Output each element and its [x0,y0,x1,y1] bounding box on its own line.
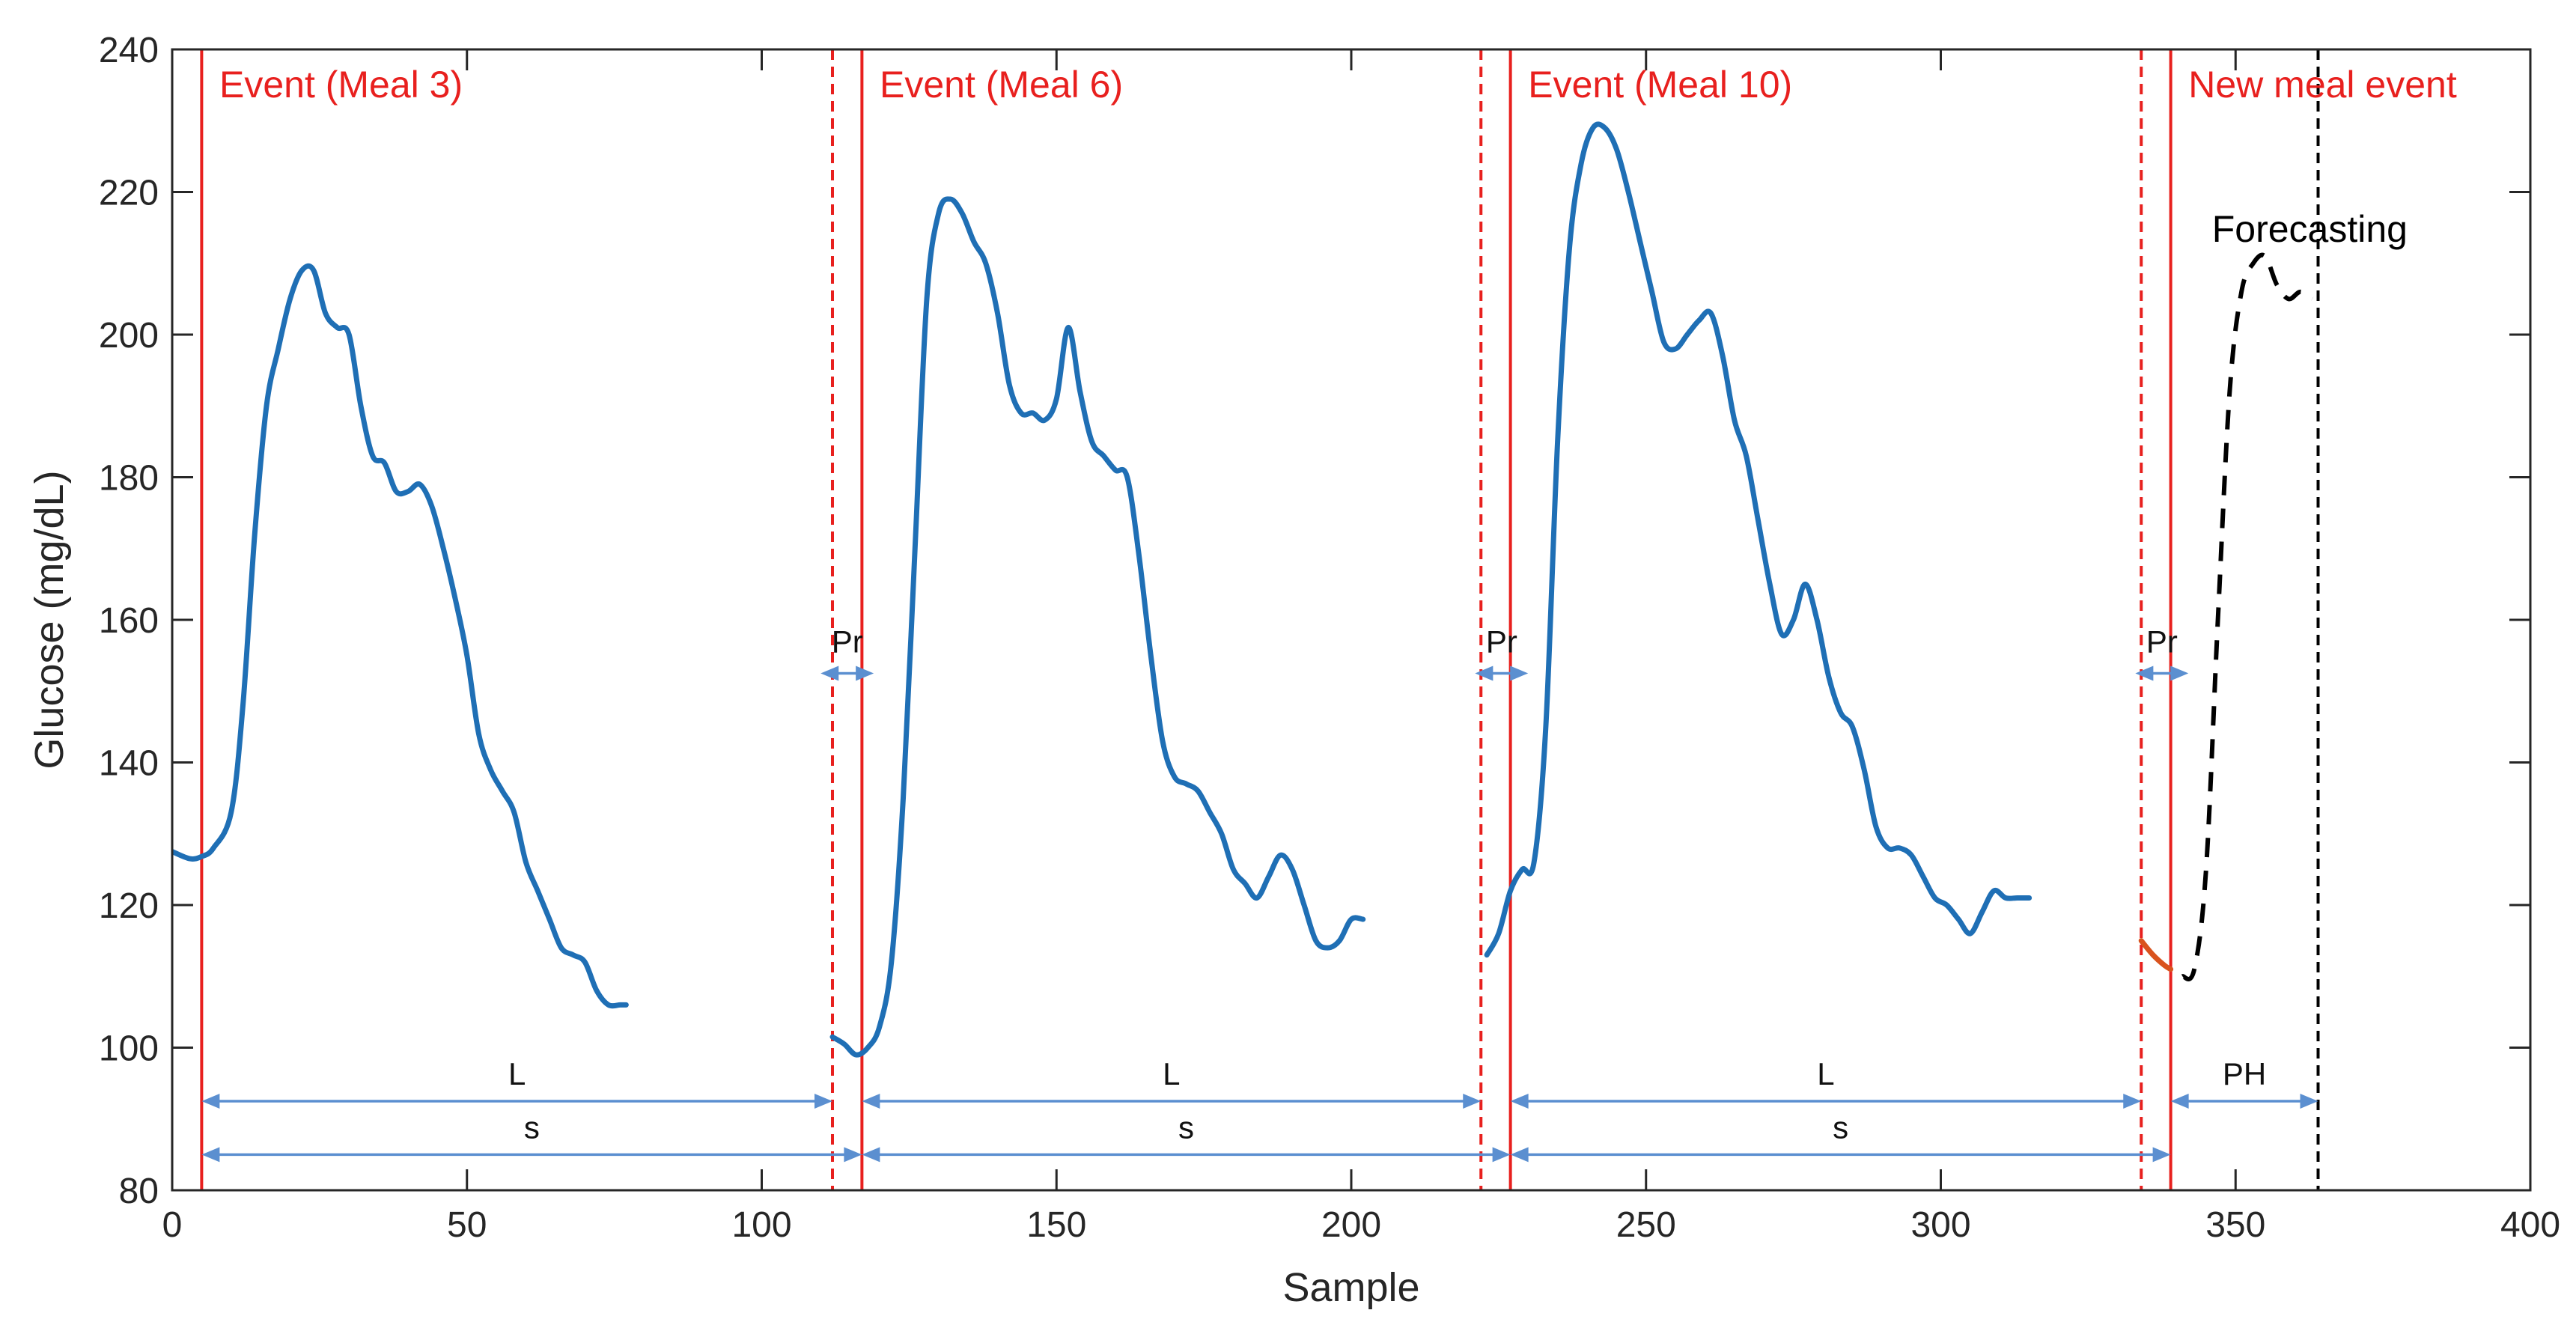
arrow-pr-label: Pr [2146,624,2178,659]
arrow-ph-head-left [2170,1093,2189,1109]
arrow-pr-head-right [856,665,874,681]
arrow-s-head-left [1510,1147,1529,1163]
x-tick-label: 100 [731,1205,791,1245]
arrow-s-label: s [1178,1109,1194,1145]
y-axis-label: Glucose (mg/dL) [27,470,72,769]
event-label: Event (Meal 6) [880,64,1123,106]
arrow-s-head-right [844,1147,862,1163]
arrow-pr-label: Pr [832,624,863,659]
arrow-l-head-right [2123,1093,2142,1109]
x-tick-label: 350 [2205,1205,2265,1245]
arrow-pr-head-left [1475,665,1493,681]
arrow-l-head-left [201,1093,220,1109]
arrow-l-head-left [862,1093,880,1109]
arrow-l-head-right [814,1093,832,1109]
forecasting-annotation: Forecasting [2212,208,2408,250]
arrow-s-label: s [524,1109,540,1145]
arrow-s-head-left [201,1147,220,1163]
y-tick-label: 160 [99,601,159,641]
arrow-ph-head-right [2300,1093,2318,1109]
arrow-s-head-left [862,1147,880,1163]
arrow-pr-label: Pr [1486,624,1517,659]
axis-ticks: 0 50 100 150 200 250 300 350 400 80 100 120 140 160 18… [99,31,2560,1245]
arrow-pr-head-left [2135,665,2154,681]
y-tick-label: 240 [99,31,159,70]
event-label: Event (Meal 3) [219,64,463,106]
x-tick-label: 0 [162,1205,183,1245]
y-tick-label: 180 [99,459,159,499]
y-tick-label: 220 [99,174,159,213]
glucose-series-meal-10 [1484,121,2033,958]
x-tick-label: 400 [2500,1205,2560,1245]
arrow-l-label: L [508,1056,526,1091]
glucose-series-meal-6 [829,196,1366,1058]
event-lines [200,49,2320,1190]
y-tick-label: 120 [99,886,159,926]
y-tick-label: 80 [119,1172,159,1211]
x-tick-label: 250 [1616,1205,1676,1245]
arrow-pr-head-right [2170,665,2189,681]
x-tick-label: 150 [1026,1205,1086,1245]
glucose-series-meal-3 [172,263,629,1009]
y-tick-label: 100 [99,1029,159,1069]
arrow-pr-head-right [1510,665,1529,681]
arrow-s-head-right [1492,1147,1511,1163]
recent-history-series [2138,938,2174,972]
data-series [172,121,2314,1058]
plot-area [172,49,2530,1190]
arrow-s-head-right [2152,1147,2171,1163]
forecast-series [2181,252,2314,981]
arrow-ph-label: PH [2223,1056,2266,1091]
y-tick-label: 200 [99,316,159,356]
arrow-l-label: L [1817,1056,1834,1091]
arrow-l-head-right [1463,1093,1482,1109]
plot-frame [171,48,2532,1192]
y-tick-label: 140 [99,744,159,784]
arrow-s-label: s [1833,1109,1848,1145]
x-axis-label: Sample [1282,1265,1419,1310]
arrow-l-head-left [1510,1093,1529,1109]
x-tick-label: 200 [1321,1205,1381,1245]
x-tick-label: 50 [447,1205,487,1245]
event-label: Event (Meal 10) [1528,64,1792,106]
event-label: New meal event [2188,64,2457,106]
arrow-pr-head-left [820,665,839,681]
arrow-l-label: L [1163,1056,1180,1091]
event-labels: Event (Meal 3) Event (Meal 6) Event (Meal … [219,64,2457,250]
x-tick-label: 300 [1910,1205,1970,1245]
